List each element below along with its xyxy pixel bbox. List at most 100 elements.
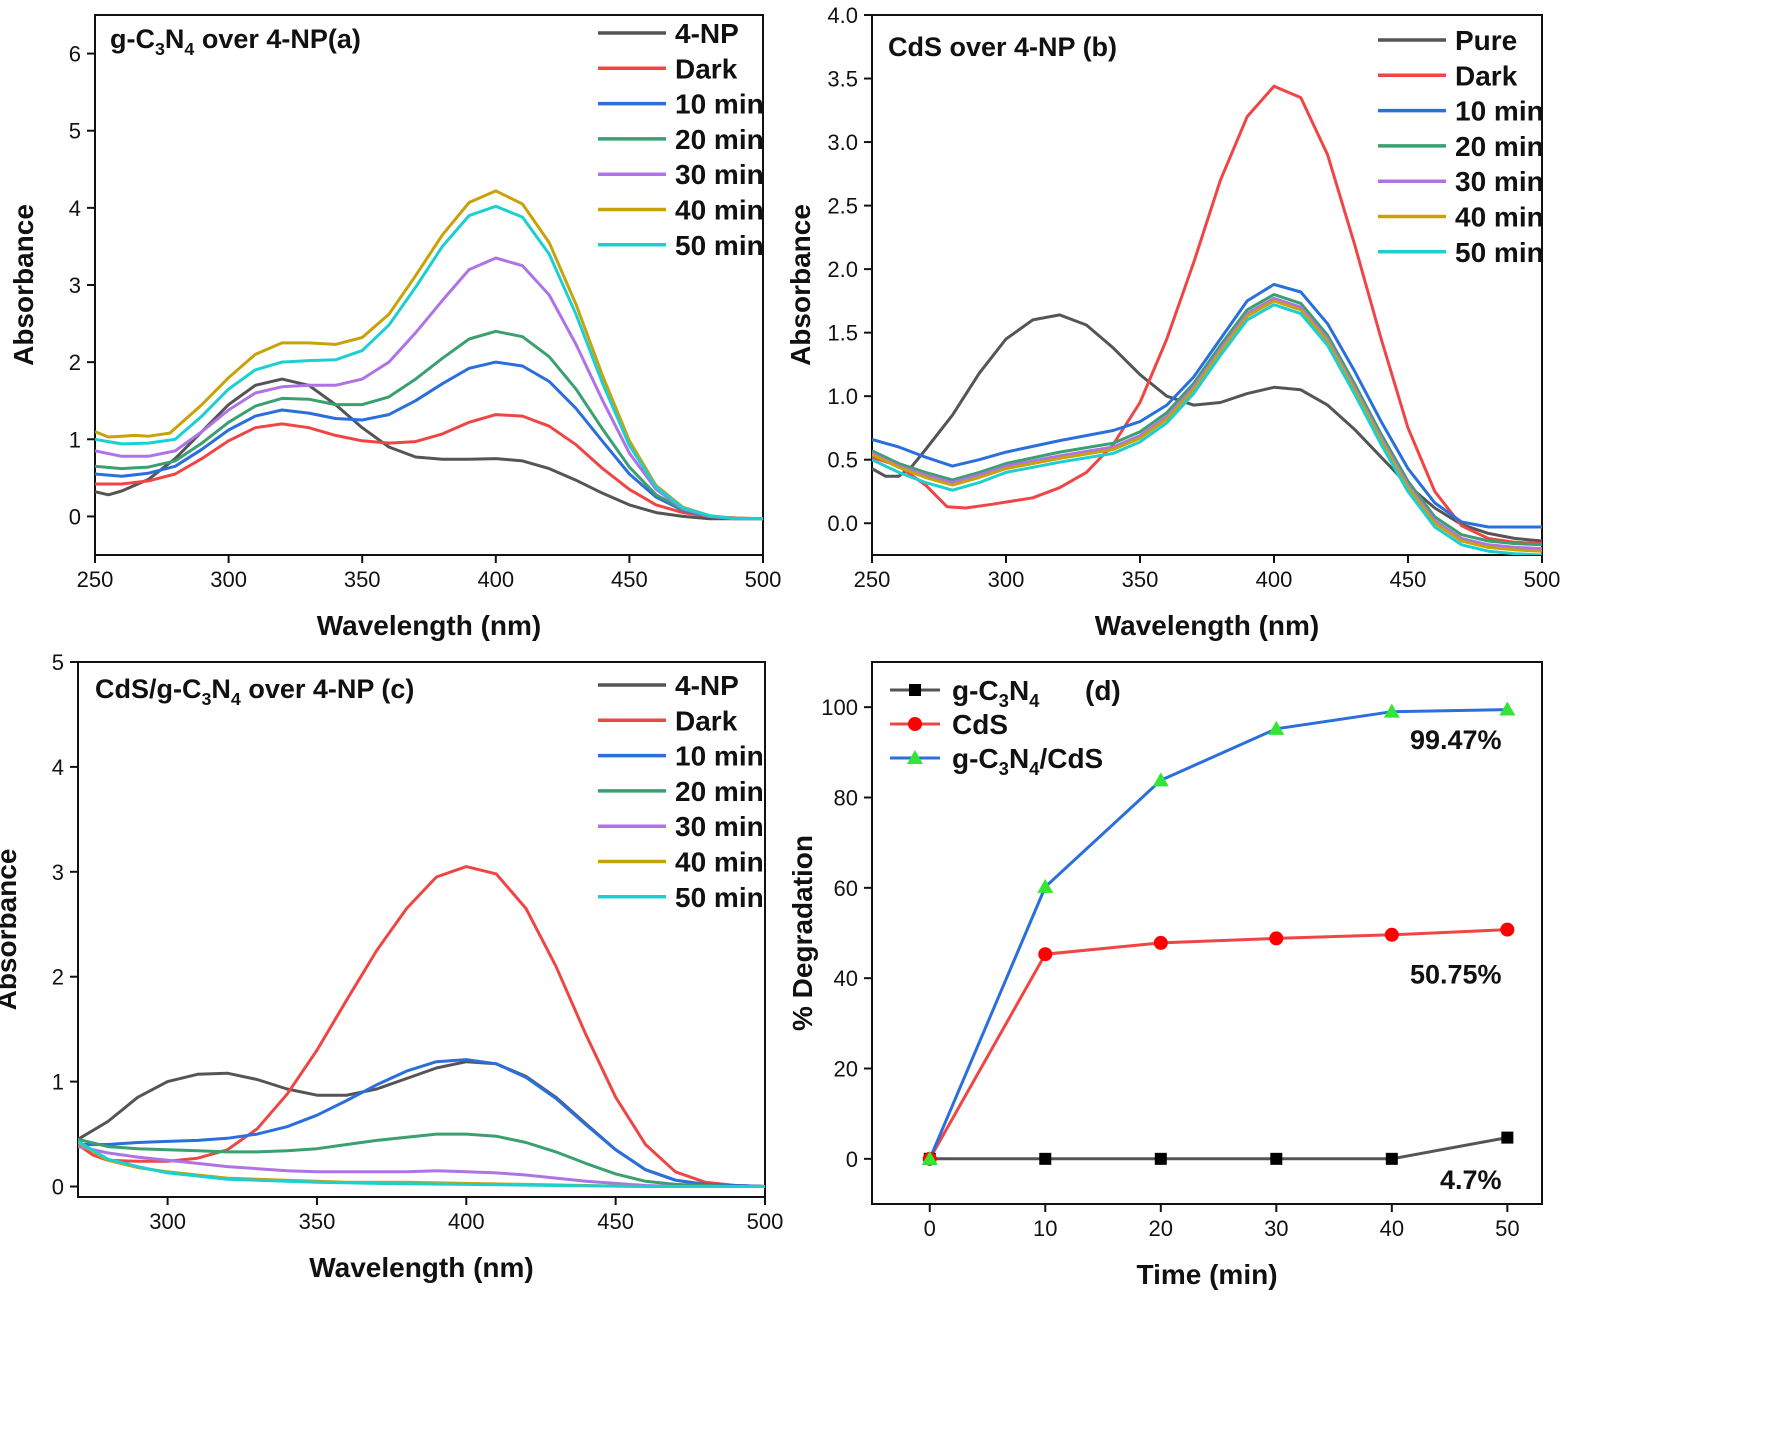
series-line-30-min: [95, 256, 763, 521]
y-tick-label: 1.0: [827, 384, 858, 409]
legend-marker: [908, 717, 922, 731]
legend-label: 40 min: [675, 847, 764, 878]
y-tick-label: 3: [52, 860, 64, 885]
series-line-10-min: [78, 1058, 765, 1188]
y-tick-label: 3: [69, 273, 81, 298]
x-axis-title: Wavelength (nm): [317, 610, 542, 641]
panel-d: 0 10 20 30 40 50 0 20 40 60 80 100 Time (min) % Degra…: [787, 661, 1543, 1290]
series-line-30-min: [872, 296, 1542, 551]
series-line-dark: [872, 84, 1542, 546]
legend-label: 30 min: [675, 159, 764, 190]
x-tick-label: 450: [611, 567, 648, 592]
y-tick-label: 4.0: [827, 3, 858, 28]
y-tick-label: 0.5: [827, 448, 858, 473]
y-axis-title: Absorbance: [0, 849, 22, 1011]
x-tick-label: 300: [210, 567, 247, 592]
x-tick-label: 500: [745, 567, 782, 592]
percent-annotation: 50.75%: [1410, 960, 1502, 990]
y-tick-label: 4: [52, 755, 64, 780]
series-line-10-min: [872, 282, 1542, 529]
y-tick-label: 100: [821, 695, 858, 720]
subscript: 3: [201, 689, 211, 709]
text-part: N: [1009, 743, 1029, 774]
y-tick-label: 2: [69, 350, 81, 375]
x-axis-title: Wavelength (nm): [1095, 610, 1320, 641]
x-axis-title: Time (min): [1136, 1259, 1277, 1290]
series-line-20-min: [78, 1132, 765, 1188]
legend-label: 4-NP: [675, 18, 739, 49]
series-group: [95, 189, 763, 521]
y-tick-label: 40: [834, 966, 858, 991]
data-point: [1383, 703, 1400, 718]
y-tick-label: 3.0: [827, 130, 858, 155]
y-tick-label: 1: [69, 427, 81, 452]
series-line-50-min: [95, 204, 763, 521]
y-tick-label: 4: [69, 196, 81, 221]
legend-marker: [907, 750, 923, 764]
series-group: [78, 865, 765, 1188]
data-point: [1500, 922, 1515, 937]
legend-label: Dark: [675, 705, 738, 736]
legend-label: CdS: [952, 709, 1008, 740]
series-line-30-min: [78, 1145, 765, 1188]
y-tick-label: 0: [52, 1175, 64, 1200]
y-tick-label: 5: [52, 650, 64, 675]
y-tick-label: 80: [834, 786, 858, 811]
x-tick-label: 300: [988, 567, 1025, 592]
x-axis-title: Wavelength (nm): [309, 1252, 534, 1283]
series-group: [872, 84, 1542, 555]
y-tick-label: 1: [52, 1070, 64, 1095]
panel-title: (d): [1085, 675, 1121, 706]
legend-marker: [909, 684, 921, 696]
series-line-40-min: [95, 189, 763, 521]
legend-label: 20 min: [675, 124, 764, 155]
x-tick-label: 500: [1524, 567, 1561, 592]
data-point: [1384, 927, 1399, 942]
panel-b: 250 300 350 400 450 500 0.0 0.5 1.0 1.5 2.0 2.5 3.0 3…: [785, 3, 1560, 641]
y-axis-title: % Degradation: [787, 835, 818, 1031]
x-tick-label: 450: [597, 1209, 634, 1234]
panel-title: g-C3N4 over 4-NP(a): [110, 24, 361, 59]
legend-label: Dark: [1455, 60, 1518, 91]
x-tick-label: 400: [448, 1209, 485, 1234]
text-part: CdS/g-C: [95, 674, 201, 704]
x-tick-label: 350: [344, 567, 381, 592]
legend-label: 20 min: [675, 776, 764, 807]
legend-label: 10 min: [675, 89, 764, 120]
text-part: g-C: [952, 675, 999, 706]
y-tick-label: 6: [69, 42, 81, 67]
series-line-4-np: [95, 377, 763, 521]
data-point: [1268, 720, 1285, 735]
x-tick-label: 50: [1495, 1216, 1519, 1241]
series-line-0: [929, 1136, 1508, 1161]
y-tick-label: 20: [834, 1057, 858, 1082]
data-point: [1154, 1152, 1167, 1165]
y-tick-label: 5: [69, 119, 81, 144]
plot-frame: [871, 661, 1543, 1205]
legend-label: 10 min: [1455, 96, 1544, 127]
y-axis-title: Absorbance: [785, 204, 816, 366]
y-tick-label: 3.5: [827, 67, 858, 92]
legend-label: 40 min: [675, 195, 764, 226]
panel-title: CdS/g-C3N4 over 4-NP (c): [95, 674, 414, 709]
x-tick-label: 20: [1149, 1216, 1173, 1241]
legend-label: 4-NP: [675, 670, 739, 701]
series-group: [921, 701, 1516, 1166]
percent-annotation: 99.47%: [1410, 725, 1502, 755]
text-part: N: [1009, 675, 1029, 706]
x-tick-label: 350: [299, 1209, 336, 1234]
legend-label: 40 min: [1455, 202, 1544, 233]
legend-label: 50 min: [1455, 237, 1544, 268]
percent-annotation: 4.7%: [1440, 1165, 1502, 1195]
y-axis-title: Absorbance: [8, 204, 39, 366]
data-point: [1385, 1152, 1398, 1165]
series-line-20-min: [95, 329, 763, 521]
legend-label: 30 min: [675, 811, 764, 842]
text-part: N: [165, 24, 185, 54]
plot-frame: [94, 14, 764, 556]
data-point: [1037, 878, 1054, 893]
legend-label: 50 min: [675, 882, 764, 913]
x-tick-label: 350: [1122, 567, 1159, 592]
